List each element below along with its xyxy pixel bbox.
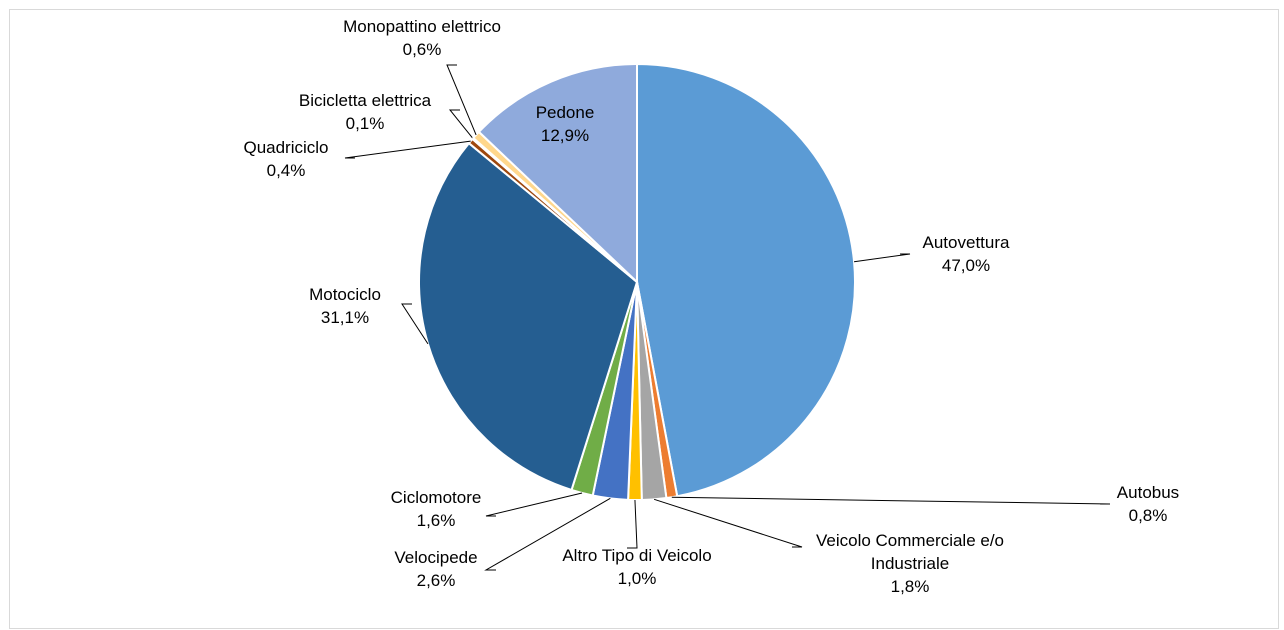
leader-line — [344, 140, 471, 159]
leader-line — [448, 109, 474, 139]
slice-value-label: 12,9% — [541, 126, 589, 145]
leader-line — [653, 498, 803, 548]
leader-line — [627, 499, 638, 549]
leader-line — [484, 497, 611, 571]
slice-value-label: 1,8% — [891, 577, 930, 596]
slice-value-label: 1,6% — [417, 511, 456, 530]
slice-value-label: 0,8% — [1129, 506, 1168, 525]
slice-label: Quadriciclo — [243, 138, 328, 157]
slice-value-label: 1,0% — [618, 569, 657, 588]
slice-label: Velocipede — [394, 548, 477, 567]
slice-value-label: 2,6% — [417, 571, 456, 590]
pie-slice-autovettura — [636, 62, 856, 498]
leader-line — [671, 496, 1111, 505]
slice-label: Monopattino elettrico — [343, 17, 501, 36]
slice-value-label: 31,1% — [321, 308, 369, 327]
chart-area: Autovettura 47,0% Autobus 0,8% Veicolo Comme… — [9, 9, 1279, 629]
slice-label: Bicicletta elettrica — [299, 91, 432, 110]
pie-slice-motociclo — [418, 141, 639, 492]
slice-value-label: 0,4% — [267, 161, 306, 180]
slice-label: Veicolo Commerciale e/o Industriale — [816, 531, 1004, 573]
leader-line — [485, 492, 583, 517]
slice-value-label: 0,1% — [346, 114, 385, 133]
slice-value-label: 47,0% — [942, 256, 990, 275]
slice-value-label: 0,6% — [403, 40, 442, 59]
leader-line — [401, 303, 429, 345]
pie-chart: Autovettura 47,0% Autobus 0,8% Veicolo Comme… — [243, 17, 1179, 596]
slice-label: Autovettura — [923, 233, 1010, 252]
slice-label: Motociclo — [309, 285, 381, 304]
leader-line — [446, 64, 477, 136]
slice-label: Ciclomotore — [391, 488, 482, 507]
slice-label: Autobus — [1117, 483, 1179, 502]
leader-line — [853, 253, 911, 263]
slice-label: Altro Tipo di Veicolo — [562, 546, 711, 565]
pie-slice-pedone — [477, 62, 638, 285]
slice-label: Pedone — [536, 103, 595, 122]
